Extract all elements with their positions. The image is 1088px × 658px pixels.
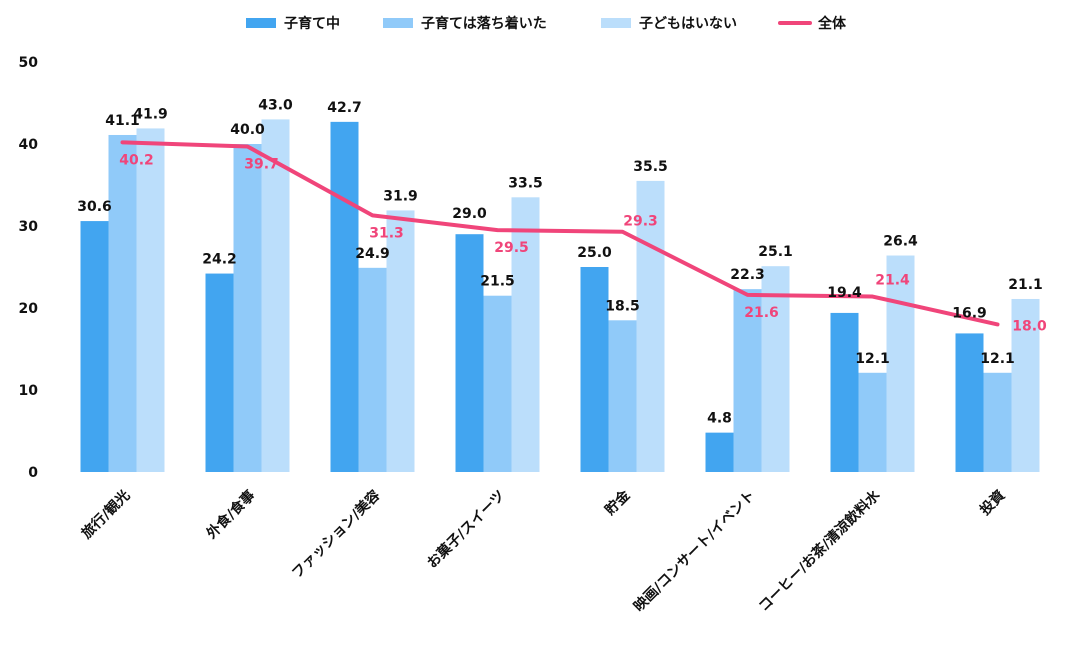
y-tick-label: 0 [28, 465, 38, 481]
bar [261, 119, 290, 473]
bar-value-label: 22.3 [730, 267, 765, 283]
x-tick-label: 旅行/観光 [78, 487, 133, 542]
bar [511, 197, 540, 473]
bar-value-label: 40.0 [230, 122, 265, 138]
bar-value-label: 19.4 [827, 285, 862, 301]
x-tick-label: 映画/コンサート/イベント [631, 488, 758, 615]
bar [580, 267, 609, 472]
bar [983, 372, 1012, 472]
legend-swatch [601, 18, 631, 28]
bar [483, 295, 512, 472]
bar [358, 267, 387, 472]
bar [233, 144, 262, 472]
bar [136, 128, 165, 473]
x-tick-label: お菓子/スイーツ [424, 487, 509, 572]
bar [761, 266, 790, 472]
bar [205, 273, 234, 472]
bars [80, 119, 1040, 473]
bar [830, 312, 859, 472]
bar [858, 372, 887, 472]
bar [108, 134, 137, 473]
line-value-label: 40.2 [119, 152, 154, 168]
bar-labels: 30.6 41.141.9 24.2 40.0 43.0 42.7 24.9 31.9 29.0… [77, 97, 1043, 426]
legend-swatch [383, 18, 413, 28]
bar-value-label: 24.2 [202, 252, 237, 268]
bar-value-label: 12.1 [980, 351, 1015, 367]
bar-value-label: 31.9 [383, 188, 418, 204]
bar [636, 180, 665, 472]
line-value-label: 18.0 [1012, 318, 1047, 334]
bar [80, 221, 109, 472]
bar-value-label: 35.5 [633, 159, 668, 175]
line-value-label: 21.4 [875, 273, 910, 289]
legend-item: 子育て中 [246, 15, 340, 32]
bar-value-label: 41.9 [133, 106, 168, 122]
line-value-label: 31.3 [369, 225, 404, 241]
bar-value-label: 21.1 [1008, 277, 1043, 293]
y-tick-label: 30 [19, 219, 39, 235]
legend-label: 子育ては落ち着いた [421, 15, 547, 32]
bar [608, 320, 637, 472]
legend-item: 全体 [778, 15, 847, 32]
line-labels: 40.2 39.7 31.3 29.5 29.3 21.6 21.4 18.0 [119, 152, 1047, 334]
bar [705, 432, 734, 472]
x-tick-label: 貯金 [602, 486, 635, 519]
bar-value-label: 33.5 [508, 175, 543, 191]
bar-value-label: 43.0 [258, 97, 293, 113]
line-value-label: 29.3 [623, 214, 658, 230]
legend-item: 子どもはいない [601, 16, 737, 32]
line-value-label: 39.7 [244, 156, 279, 172]
legend-label: 子育て中 [284, 15, 340, 32]
legend-item: 子育ては落ち着いた [383, 15, 547, 32]
bar [733, 289, 762, 472]
line-path [120, 140, 1000, 327]
bar-value-label: 29.0 [452, 206, 487, 222]
x-tick-label: 外食/食事 [203, 487, 258, 542]
bar-value-label: 25.1 [758, 244, 793, 260]
bar [330, 121, 359, 473]
line-value-label: 21.6 [744, 305, 779, 321]
y-axis: 0 10 20 30 40 50 [19, 55, 39, 481]
bar-value-label: 24.9 [355, 246, 390, 262]
bar [886, 255, 915, 472]
x-tick-label: ファッション/美容 [288, 487, 383, 582]
bar-value-label: 30.6 [77, 199, 112, 215]
bar-value-label: 12.1 [855, 351, 890, 367]
bar [1011, 298, 1040, 472]
bar [455, 234, 484, 472]
y-tick-label: 20 [19, 301, 39, 317]
bar-value-label: 41.1 [105, 113, 140, 129]
x-tick-label: 投資 [977, 487, 1009, 519]
bar-value-label: 21.5 [480, 274, 515, 290]
x-axis: 旅行/観光 外食/食事 ファッション/美容 お菓子/スイーツ 貯金映画/コンサート/イベ… [78, 486, 1008, 615]
y-tick-label: 50 [19, 55, 39, 71]
line-value-label: 29.5 [494, 240, 529, 256]
legend-swatch [246, 18, 276, 28]
bar-value-label: 42.7 [327, 100, 362, 116]
bar-value-label: 18.5 [605, 298, 640, 314]
legend-label: 全体 [817, 15, 847, 32]
bar-value-label: 25.0 [577, 245, 612, 261]
y-tick-label: 10 [19, 383, 39, 399]
y-tick-label: 40 [19, 137, 39, 153]
bar [955, 333, 984, 472]
bar [386, 210, 415, 473]
bar-value-label: 26.4 [883, 234, 918, 250]
x-tick-label: コーヒー/お茶/清涼飲料水 [755, 486, 884, 615]
bar-value-label: 16.9 [952, 305, 987, 321]
line-series [120, 140, 1000, 327]
legend: 子育て中 子育ては落ち着いた 子どもはいない 全体 [246, 15, 847, 32]
bar-value-label: 4.8 [707, 411, 732, 427]
legend-label: 子どもはいない [639, 16, 737, 32]
